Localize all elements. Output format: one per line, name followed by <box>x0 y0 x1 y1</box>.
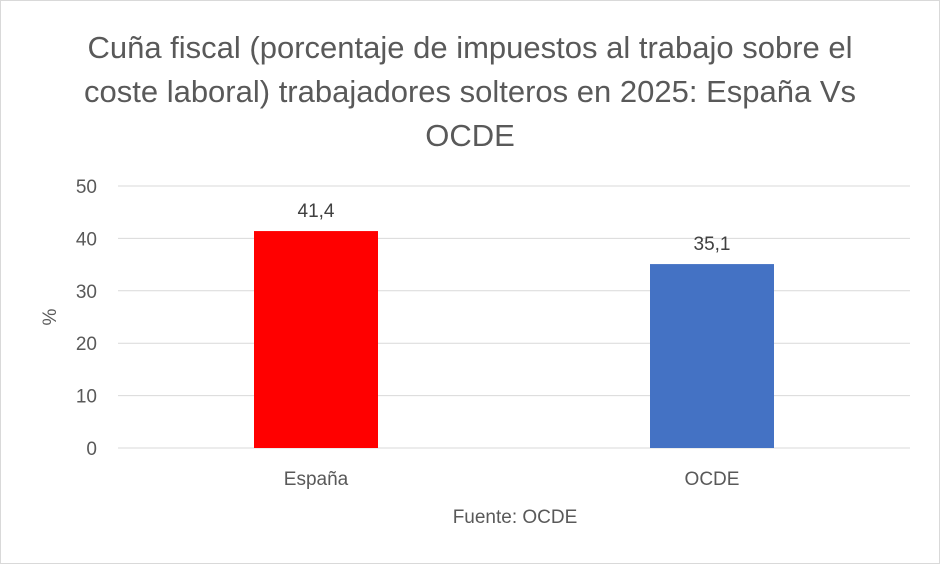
y-tick-label: 30 <box>76 282 97 303</box>
y-tick-label: 10 <box>76 387 97 408</box>
y-tick-label: 40 <box>76 229 97 250</box>
data-label: 41,4 <box>298 201 335 222</box>
x-tick-label: OCDE <box>685 469 740 490</box>
y-axis-label: % <box>40 308 61 325</box>
y-tick-label: 50 <box>76 177 97 198</box>
y-tick-label: 20 <box>76 334 97 355</box>
bar-ocde <box>650 264 774 448</box>
bar-españa <box>254 231 378 448</box>
y-tick-label: 0 <box>86 439 97 460</box>
data-label: 35,1 <box>694 234 731 255</box>
x-tick-label: España <box>284 469 349 490</box>
source-note: Fuente: OCDE <box>452 507 578 528</box>
chart-title: Cuña fiscal (porcentaje de impuestos al … <box>83 30 857 153</box>
